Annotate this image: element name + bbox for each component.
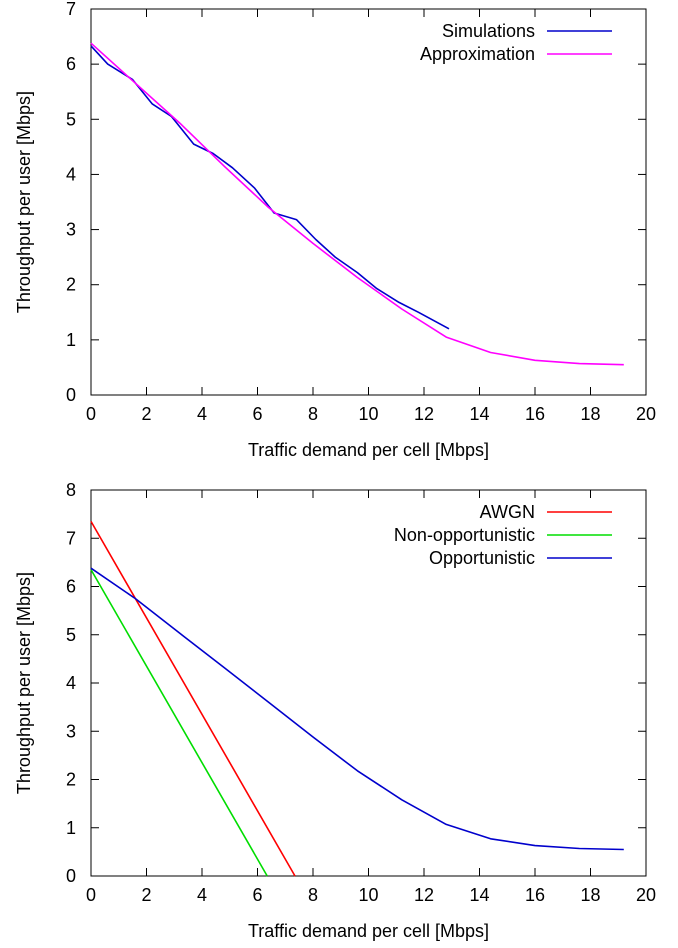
x-tick-label: 20 (636, 885, 656, 905)
y-tick-label: 5 (66, 109, 76, 129)
series-line-awgn (90, 521, 296, 877)
y-axis-title: Throughput per user [Mbps] (14, 572, 34, 794)
x-tick-label: 6 (252, 404, 262, 424)
x-tick-label: 12 (414, 404, 434, 424)
y-tick-label: 6 (66, 54, 76, 74)
legend-label: Approximation (420, 44, 535, 64)
y-tick-label: 2 (66, 770, 76, 790)
series-line-opportunistic (90, 567, 624, 851)
x-axis-title: Traffic demand per cell [Mbps] (248, 440, 489, 460)
y-tick-label: 7 (66, 528, 76, 548)
y-tick-label: 8 (66, 480, 76, 500)
x-tick-label: 10 (358, 404, 378, 424)
x-tick-label: 8 (308, 885, 318, 905)
x-tick-label: 6 (252, 885, 262, 905)
y-tick-label: 5 (66, 625, 76, 645)
y-axis-title: Throughput per user [Mbps] (14, 91, 34, 313)
x-tick-label: 8 (308, 404, 318, 424)
x-tick-label: 14 (469, 885, 489, 905)
series-line-approximation (90, 42, 624, 366)
y-tick-label: 3 (66, 220, 76, 240)
plot-frame (90, 489, 647, 877)
y-tick-label: 3 (66, 721, 76, 741)
x-tick-label: 10 (358, 885, 378, 905)
y-tick-label: 0 (66, 866, 76, 886)
series-line-non-opportunistic (90, 569, 268, 877)
legend-label: AWGN (480, 502, 535, 522)
legend-label: Opportunistic (429, 548, 535, 568)
x-tick-label: 12 (414, 885, 434, 905)
x-tick-label: 20 (636, 404, 656, 424)
x-tick-label: 16 (525, 404, 545, 424)
y-tick-label: 1 (66, 330, 76, 350)
legend-label: Non-opportunistic (394, 525, 535, 545)
plot-frame (90, 8, 647, 396)
x-tick-label: 18 (580, 404, 600, 424)
x-tick-label: 18 (580, 885, 600, 905)
legend-label: Simulations (442, 21, 535, 41)
x-tick-label: 0 (86, 404, 96, 424)
x-tick-label: 14 (469, 404, 489, 424)
x-tick-label: 4 (197, 404, 207, 424)
x-tick-label: 16 (525, 885, 545, 905)
x-tick-label: 2 (141, 404, 151, 424)
x-axis-title: Traffic demand per cell [Mbps] (248, 921, 489, 941)
x-tick-label: 4 (197, 885, 207, 905)
y-tick-label: 1 (66, 818, 76, 838)
y-tick-label: 7 (66, 0, 76, 19)
x-tick-label: 2 (141, 885, 151, 905)
y-tick-label: 4 (66, 164, 76, 184)
y-tick-label: 2 (66, 275, 76, 295)
y-tick-label: 6 (66, 577, 76, 597)
y-tick-label: 4 (66, 673, 76, 693)
series-line-simulations (90, 45, 450, 330)
y-tick-label: 0 (66, 385, 76, 405)
x-tick-label: 0 (86, 885, 96, 905)
